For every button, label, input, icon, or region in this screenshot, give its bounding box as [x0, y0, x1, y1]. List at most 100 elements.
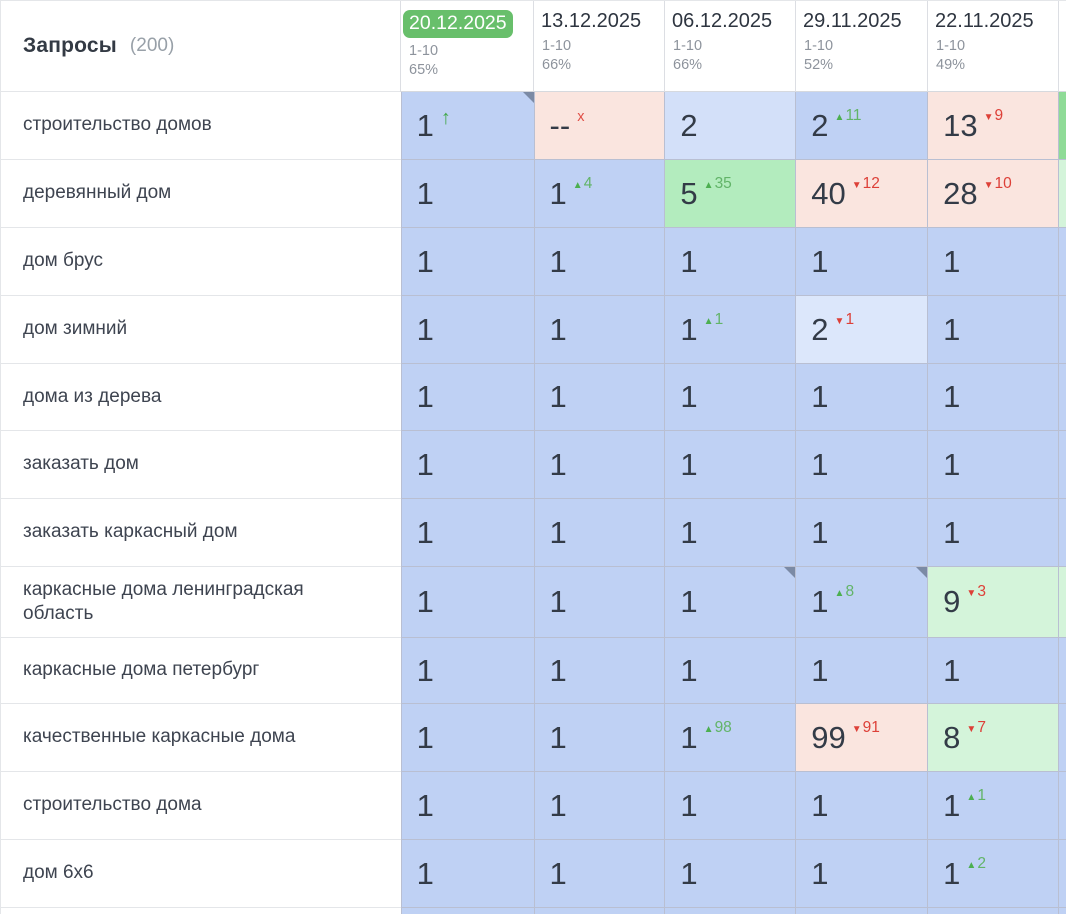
position-cell[interactable]: [795, 908, 928, 914]
position-cell[interactable]: 1: [533, 704, 665, 772]
position-cell[interactable]: 1: [927, 364, 1059, 431]
position-cell[interactable]: 1: [927, 296, 1059, 364]
position-cell[interactable]: 9 ▼ 3: [927, 567, 1059, 638]
position-value: 1: [416, 379, 434, 414]
change-amount: 35: [714, 174, 732, 192]
date-header-cell[interactable]: 20.12.2025 1-10 65%: [400, 1, 534, 92]
position-cell[interactable]: 1: [664, 840, 796, 908]
position-value: 1: [549, 446, 567, 482]
position-cell[interactable]: 1: [400, 840, 534, 908]
position-cell[interactable]: 1: [400, 296, 534, 364]
date-header-cell[interactable]: 22.11.2025 1-10 49%: [927, 1, 1059, 92]
position-cell[interactable]: 1: [400, 160, 534, 228]
position-cell[interactable]: 1: [533, 431, 665, 499]
position-cell[interactable]: 1: [664, 431, 796, 499]
position-cell[interactable]: 1: [927, 638, 1059, 704]
keyword-cell[interactable]: дом 6x6: [1, 840, 401, 908]
keyword-cell[interactable]: [1, 908, 401, 914]
position-cell[interactable]: [533, 908, 665, 914]
position-cell[interactable]: 1: [533, 228, 665, 296]
keyword-cell[interactable]: деревянный дом: [1, 160, 401, 228]
position-cell[interactable]: 1: [533, 772, 665, 840]
position-cell[interactable]: 1: [533, 638, 665, 704]
keyword-cell[interactable]: строительство домов: [1, 92, 401, 160]
position-cell[interactable]: 1 ▲ 1: [927, 772, 1059, 840]
position-cell[interactable]: 1 ▲ 8: [795, 567, 928, 638]
position-cell[interactable]: 1: [927, 431, 1059, 499]
position-cell[interactable]: 40 ▼ 12: [795, 160, 928, 228]
keyword-cell[interactable]: каркасные дома петербург: [1, 638, 401, 704]
position-cell[interactable]: 1: [795, 772, 928, 840]
next-column-edge-cell: [1058, 92, 1066, 160]
position-cell[interactable]: 13 ▼ 9: [927, 92, 1059, 160]
position-cell[interactable]: 1 ▲ 2: [927, 840, 1059, 908]
position-cell[interactable]: 1: [795, 228, 928, 296]
position-cell[interactable]: 1: [795, 364, 928, 431]
position-cell[interactable]: 1: [400, 567, 534, 638]
table-rows: строительство домов 1 ↑ -- x 2 2 ▲ 11 13 ▼ 9 дерев…: [1, 92, 1066, 914]
position-cell[interactable]: 1 ▲ 4: [533, 160, 665, 228]
position-cell[interactable]: 1: [664, 228, 796, 296]
position-value: 1: [811, 584, 829, 619]
keywords-header-cell[interactable]: Запросы (200): [1, 1, 401, 92]
position-cell[interactable]: -- x: [533, 92, 665, 160]
keyword-cell[interactable]: заказать дом: [1, 431, 401, 499]
position-cell[interactable]: 1: [664, 567, 796, 638]
position-cell[interactable]: 1: [795, 431, 928, 499]
position-cell[interactable]: 1 ▲ 1: [664, 296, 796, 364]
change-amount: 1: [977, 786, 986, 804]
position-cell[interactable]: 1 ↑: [400, 92, 534, 160]
position-cell[interactable]: 1: [533, 296, 665, 364]
position-cell[interactable]: 1: [795, 840, 928, 908]
position-cell[interactable]: 1: [533, 499, 665, 567]
keyword-cell[interactable]: дома из дерева: [1, 364, 401, 431]
position-cell[interactable]: 1: [927, 228, 1059, 296]
keyword-cell[interactable]: каркасные дома ленинградская область: [1, 567, 401, 638]
position-cell[interactable]: 5 ▲ 35: [664, 160, 796, 228]
position-cell[interactable]: 1: [664, 364, 796, 431]
position-cell[interactable]: 1 ▲ 98: [664, 704, 796, 772]
keyword-cell[interactable]: дом зимний: [1, 296, 401, 364]
down-triangle-icon: ▼: [966, 723, 977, 735]
position-cell[interactable]: 1: [400, 431, 534, 499]
position-cell[interactable]: 1: [795, 638, 928, 704]
change-amount: 10: [994, 174, 1012, 192]
position-cell[interactable]: 1: [533, 840, 665, 908]
position-cell[interactable]: [927, 908, 1059, 914]
next-column-edge-cell: [1058, 908, 1066, 914]
position-cell[interactable]: [664, 908, 796, 914]
position-cell[interactable]: 28 ▼ 10: [927, 160, 1059, 228]
position-cell[interactable]: 8 ▼ 7: [927, 704, 1059, 772]
position-cell[interactable]: 1: [533, 567, 665, 638]
keyword-cell[interactable]: качественные каркасные дома: [1, 704, 401, 772]
date-header-cell[interactable]: 13.12.2025 1-10 66%: [533, 1, 665, 92]
range-percent-label: 1-10 66%: [673, 37, 795, 75]
position-cell[interactable]: 1: [664, 638, 796, 704]
position-cell[interactable]: [400, 908, 534, 914]
position-cell[interactable]: 1: [664, 772, 796, 840]
position-cell[interactable]: 1: [400, 364, 534, 431]
keyword-cell[interactable]: заказать каркасный дом: [1, 499, 401, 567]
position-value: 1: [549, 311, 567, 347]
position-cell[interactable]: 1: [400, 638, 534, 704]
position-value: 1: [680, 652, 698, 688]
position-cell[interactable]: 1: [400, 704, 534, 772]
percent-label: 65%: [409, 62, 439, 79]
keyword-cell[interactable]: дом брус: [1, 228, 401, 296]
table-row: заказать каркасный дом 1 1 1 1 1: [1, 499, 1066, 567]
keywords-title: Запросы: [23, 34, 117, 57]
position-cell[interactable]: 2 ▼ 1: [795, 296, 928, 364]
position-cell[interactable]: 2 ▲ 11: [795, 92, 928, 160]
position-cell[interactable]: 1: [400, 228, 534, 296]
position-cell[interactable]: 99 ▼ 91: [795, 704, 928, 772]
position-cell[interactable]: 1: [400, 499, 534, 567]
date-header-cell[interactable]: 29.11.2025 1-10 52%: [795, 1, 928, 92]
position-cell[interactable]: 1: [795, 499, 928, 567]
keyword-cell[interactable]: строительство дома: [1, 772, 401, 840]
position-cell[interactable]: 1: [927, 499, 1059, 567]
position-cell[interactable]: 1: [533, 364, 665, 431]
date-header-cell[interactable]: 06.12.2025 1-10 66%: [664, 1, 796, 92]
position-cell[interactable]: 2: [664, 92, 796, 160]
position-cell[interactable]: 1: [400, 772, 534, 840]
position-cell[interactable]: 1: [664, 499, 796, 567]
